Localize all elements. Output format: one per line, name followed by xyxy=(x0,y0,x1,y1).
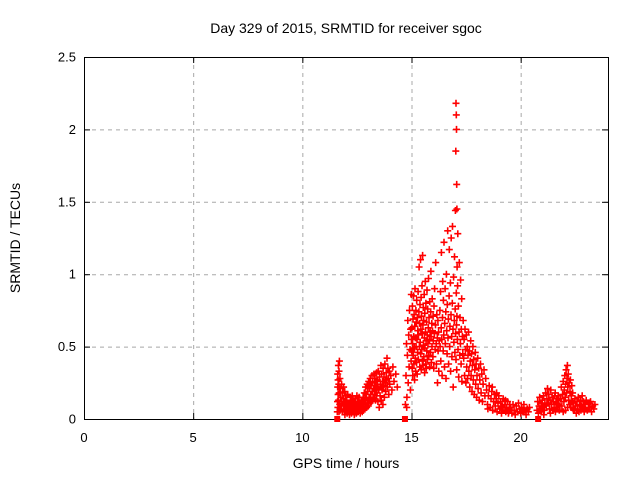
tick-labels: 0 5 10 15 20 0 0.5 1 1.5 2 2.5 xyxy=(58,50,528,446)
y-axis-label: SRMTID / TECUs xyxy=(7,183,23,293)
axis-marker-square xyxy=(401,416,408,422)
y-tick-label: 1 xyxy=(69,267,76,282)
x-tick-label: 5 xyxy=(190,430,197,445)
x-tick-label: 0 xyxy=(80,430,87,445)
x-tick-label: 20 xyxy=(513,430,527,445)
y-tick-label: 2 xyxy=(69,122,76,137)
axis-marker-square xyxy=(334,416,341,422)
y-tick-label: 0.5 xyxy=(58,339,76,354)
y-tick-label: 0 xyxy=(69,412,76,427)
x-tick-label: 15 xyxy=(404,430,418,445)
plot-border xyxy=(84,57,609,420)
axis-marker-square xyxy=(535,416,542,422)
axis-ticks xyxy=(84,57,608,420)
scatter-points xyxy=(333,99,599,422)
y-tick-label: 2.5 xyxy=(58,50,76,65)
x-axis-label: GPS time / hours xyxy=(293,455,400,471)
series-SRMTID xyxy=(333,99,599,419)
chart-title: Day 329 of 2015, SRMTID for receiver sgo… xyxy=(210,20,482,36)
x-tick-label: 10 xyxy=(295,430,309,445)
y-tick-label: 1.5 xyxy=(58,194,76,209)
